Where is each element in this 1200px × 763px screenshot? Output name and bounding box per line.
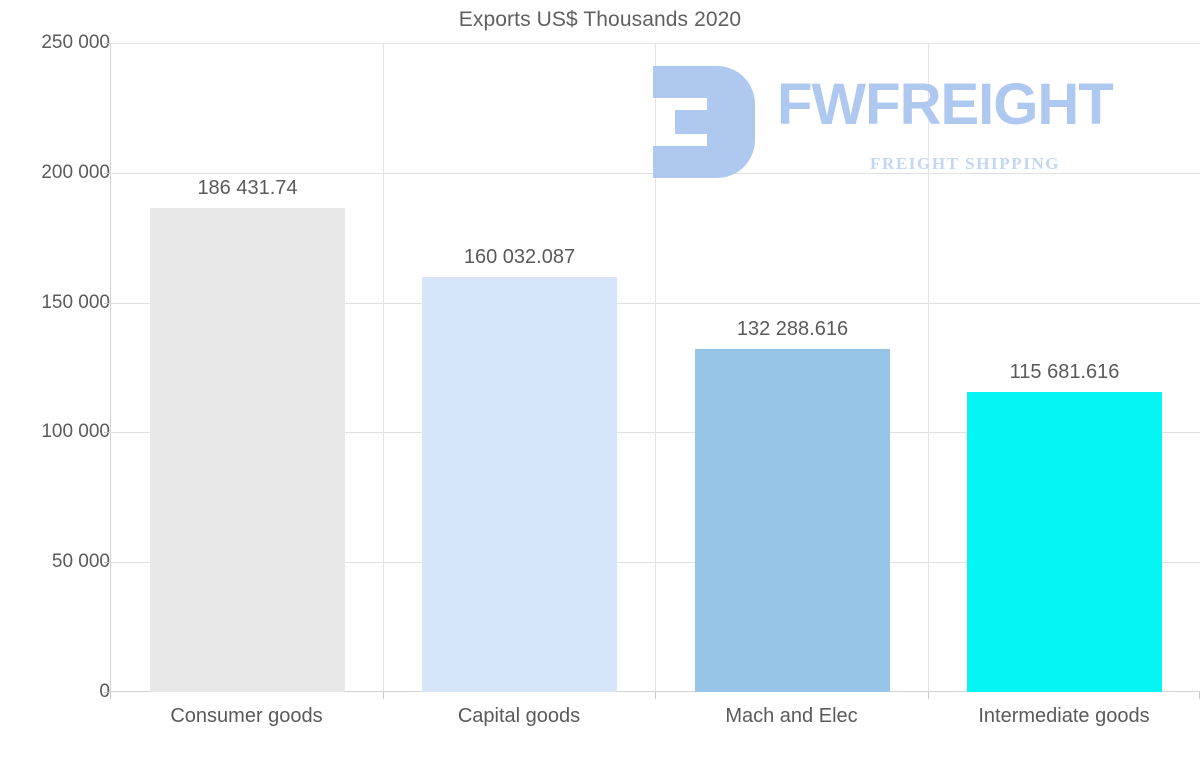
x-tick-mark	[655, 692, 656, 699]
y-tick-mark	[104, 692, 111, 693]
bar-value-label: 132 288.616	[736, 318, 849, 340]
y-tick-label: 100 000	[41, 421, 110, 443]
x-tick-label-consumer-goods: Consumer goods	[170, 705, 323, 727]
x-tick-mark	[928, 692, 929, 699]
chart-title: Exports US$ Thousands 2020	[458, 8, 742, 31]
y-tick-label: 250 000	[41, 32, 110, 53]
y-tick-label: 150 000	[41, 291, 110, 313]
bar-value-label: 186 431.74	[197, 177, 298, 199]
bar-mach-and-elec[interactable]	[695, 348, 890, 692]
y-tick-mark	[104, 432, 111, 434]
y-tick-label: 200 000	[41, 161, 110, 183]
gridline-vertical	[655, 43, 656, 692]
x-tick-label-intermediate-goods: Intermediate goods	[978, 705, 1150, 727]
x-tick-mark	[110, 692, 111, 699]
y-tick-label: 0	[8, 681, 110, 703]
y-axis-line	[110, 43, 111, 692]
y-tick-mark	[104, 302, 111, 304]
x-tick-label-capital-goods: Capital goods	[457, 705, 581, 727]
y-axis: 0 50 000 100 000 150 000 200 000 250 000	[0, 0, 111, 763]
y-tick-mark	[104, 172, 111, 174]
bar-intermediate-goods[interactable]	[967, 391, 1162, 692]
x-tick-mark	[383, 692, 384, 699]
bar-capital-goods[interactable]	[422, 276, 617, 692]
y-tick-label: 50 000	[51, 551, 110, 573]
bar-consumer-goods[interactable]	[150, 208, 345, 692]
gridline-vertical	[383, 43, 384, 692]
y-tick-mark	[104, 43, 111, 44]
x-tick-label-mach-and-elec: Mach and Elec	[725, 705, 858, 727]
bar-value-label: 115 681.616	[1009, 361, 1120, 383]
bar-value-label: 160 032.087	[463, 246, 576, 268]
gridline-vertical	[928, 43, 929, 692]
y-tick-mark	[104, 562, 111, 564]
plot-area: 186 431.74 160 032.087 132 288.616 115 6…	[110, 43, 1200, 692]
